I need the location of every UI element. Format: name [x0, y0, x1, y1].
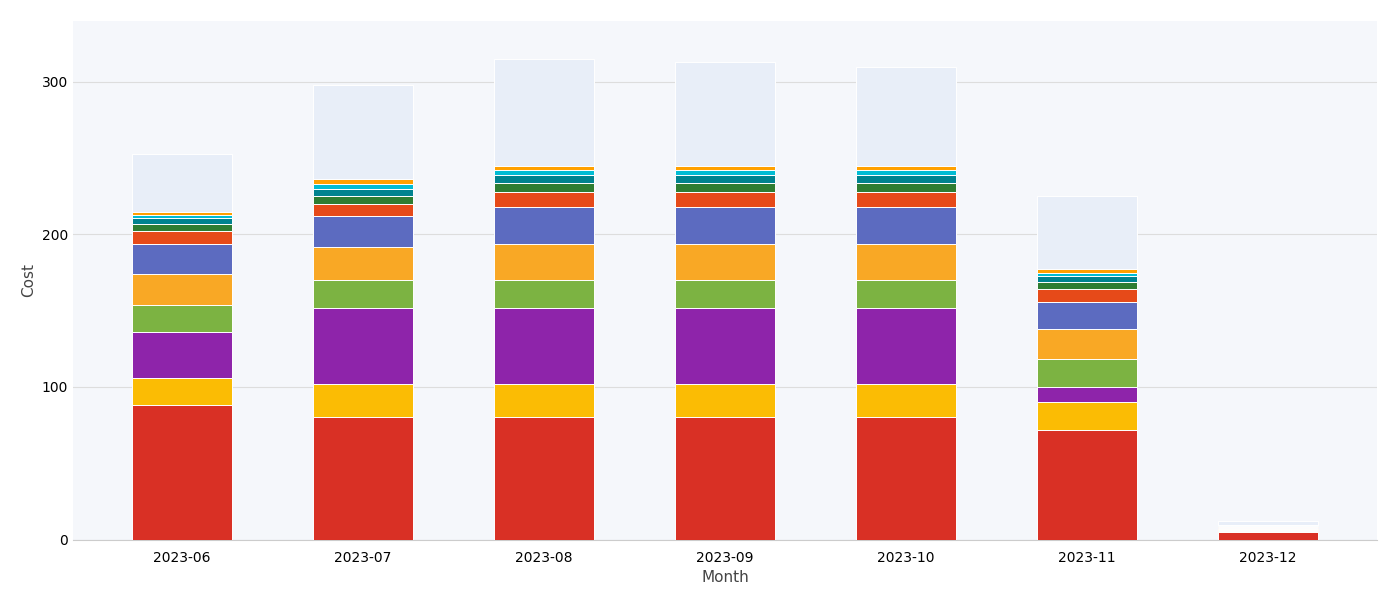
Bar [493, 175, 594, 182]
Bar [131, 231, 232, 244]
Bar [1037, 196, 1137, 270]
Bar [493, 244, 594, 280]
Bar [675, 418, 774, 539]
Bar [1037, 276, 1137, 282]
Bar [493, 384, 594, 418]
Bar [675, 207, 774, 244]
Bar [856, 418, 956, 539]
Bar [131, 211, 232, 215]
Bar [1218, 529, 1318, 530]
Bar [313, 179, 412, 184]
Bar [675, 62, 774, 166]
Bar [131, 274, 232, 305]
Bar [1218, 531, 1318, 532]
Bar [131, 305, 232, 332]
Bar [856, 170, 956, 175]
Y-axis label: Cost: Cost [21, 263, 36, 297]
Bar [1037, 359, 1137, 387]
Bar [856, 67, 956, 166]
Bar [131, 378, 232, 405]
Bar [856, 166, 956, 170]
Bar [131, 244, 232, 274]
Bar [131, 405, 232, 539]
Bar [1218, 521, 1318, 525]
Bar [675, 384, 774, 418]
Bar [493, 308, 594, 384]
Bar [856, 244, 956, 280]
X-axis label: Month: Month [700, 570, 749, 585]
Bar [675, 244, 774, 280]
Bar [1037, 270, 1137, 273]
Bar [856, 384, 956, 418]
Bar [313, 85, 412, 179]
Bar [313, 384, 412, 418]
Bar [493, 191, 594, 207]
Bar [1037, 430, 1137, 539]
Bar [856, 175, 956, 182]
Bar [493, 182, 594, 191]
Bar [1037, 402, 1137, 430]
Bar [313, 196, 412, 204]
Bar [493, 207, 594, 244]
Bar [1037, 302, 1137, 329]
Bar [856, 207, 956, 244]
Bar [493, 59, 594, 166]
Bar [675, 170, 774, 175]
Bar [493, 166, 594, 170]
Bar [856, 182, 956, 191]
Bar [131, 215, 232, 218]
Bar [675, 308, 774, 384]
Bar [313, 280, 412, 308]
Bar [493, 418, 594, 539]
Bar [313, 204, 412, 216]
Bar [493, 280, 594, 308]
Bar [675, 175, 774, 182]
Bar [1218, 532, 1318, 539]
Bar [675, 166, 774, 170]
Bar [313, 308, 412, 384]
Bar [131, 332, 232, 378]
Bar [1037, 329, 1137, 359]
Bar [1037, 289, 1137, 302]
Bar [1218, 527, 1318, 528]
Bar [675, 182, 774, 191]
Bar [313, 247, 412, 280]
Bar [313, 184, 412, 188]
Bar [675, 191, 774, 207]
Bar [313, 418, 412, 539]
Bar [1037, 273, 1137, 276]
Bar [856, 308, 956, 384]
Bar [856, 280, 956, 308]
Bar [131, 153, 232, 211]
Bar [313, 216, 412, 247]
Bar [131, 218, 232, 224]
Bar [856, 191, 956, 207]
Bar [313, 188, 412, 196]
Bar [1218, 528, 1318, 529]
Bar [1037, 387, 1137, 402]
Bar [675, 280, 774, 308]
Bar [1037, 282, 1137, 289]
Bar [1218, 530, 1318, 531]
Bar [131, 224, 232, 231]
Bar [493, 170, 594, 175]
